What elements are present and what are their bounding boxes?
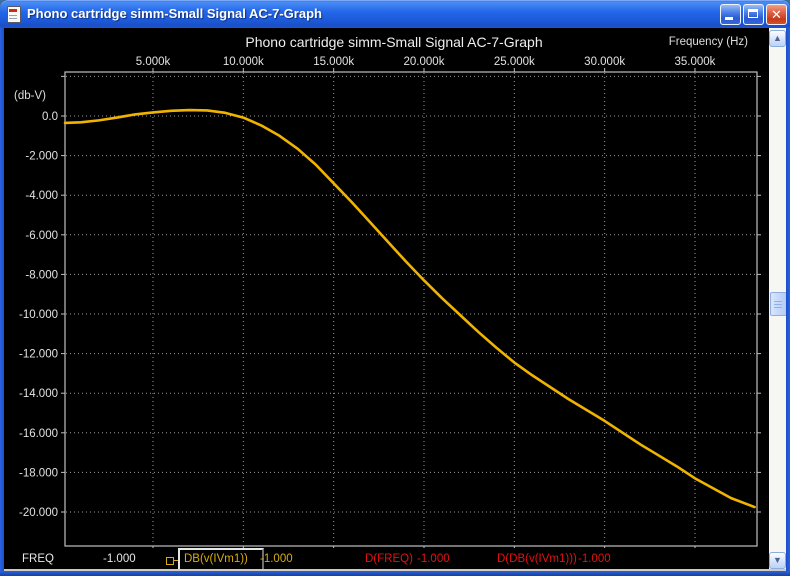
x-axis-label: Frequency (Hz) bbox=[668, 36, 748, 48]
window-title: Phono cartridge simm-Small Signal AC-7-G… bbox=[27, 6, 322, 21]
status-freq-value: -1.000 bbox=[103, 553, 136, 565]
svg-text:-6.000: -6.000 bbox=[25, 230, 58, 242]
minimize-button[interactable] bbox=[720, 4, 741, 25]
svg-text:-12.000: -12.000 bbox=[19, 349, 58, 361]
status-freq-label: FREQ bbox=[22, 553, 54, 565]
status-ddb-label: D(DB(v(IVm1))) bbox=[497, 553, 577, 565]
status-dfreq-value: -1.000 bbox=[417, 553, 450, 565]
svg-text:-20.000: -20.000 bbox=[19, 507, 58, 519]
scroll-down-button[interactable]: ▼ bbox=[769, 552, 786, 569]
svg-text:10.000k: 10.000k bbox=[223, 56, 264, 68]
status-bar: FREQ -1.000 DB(v(IVm1)) -1.000 D(FREQ) -… bbox=[4, 548, 764, 571]
svg-text:-2.000: -2.000 bbox=[25, 151, 58, 163]
svg-text:0.0: 0.0 bbox=[42, 111, 58, 123]
trace-db-v-ivm1-[interactable] bbox=[63, 108, 756, 509]
maximize-button[interactable] bbox=[743, 4, 764, 25]
title-bar[interactable]: Phono cartridge simm-Small Signal AC-7-G… bbox=[0, 0, 790, 28]
svg-text:-8.000: -8.000 bbox=[25, 269, 58, 281]
scroll-down-icon: ▼ bbox=[773, 555, 782, 565]
svg-text:-18.000: -18.000 bbox=[19, 467, 58, 479]
scroll-up-button[interactable]: ▲ bbox=[769, 30, 786, 47]
document-icon-line bbox=[9, 18, 17, 19]
svg-text:20.000k: 20.000k bbox=[404, 56, 445, 68]
svg-text:-4.000: -4.000 bbox=[25, 190, 58, 202]
svg-text:-16.000: -16.000 bbox=[19, 428, 58, 440]
status-ddb-value: -1.000 bbox=[578, 553, 611, 565]
status-trace-label[interactable]: DB(v(IVm1)) bbox=[184, 553, 248, 565]
thumb-grip bbox=[774, 307, 782, 308]
scrollbar-thumb[interactable] bbox=[770, 292, 787, 316]
status-trace-value: -1.000 bbox=[260, 553, 293, 565]
vertical-scrollbar[interactable]: ▲ ▼ bbox=[769, 28, 787, 571]
window-border-right bbox=[786, 28, 790, 576]
minimize-icon bbox=[725, 17, 733, 20]
close-icon: ✕ bbox=[771, 7, 782, 22]
window-border-bottom bbox=[0, 571, 790, 576]
document-icon[interactable] bbox=[6, 6, 22, 23]
y-axis-label: (db-V) bbox=[14, 90, 46, 102]
svg-text:15.000k: 15.000k bbox=[313, 56, 354, 68]
svg-text:-14.000: -14.000 bbox=[19, 388, 58, 400]
svg-text:25.000k: 25.000k bbox=[494, 56, 535, 68]
thumb-grip bbox=[774, 304, 782, 305]
window-border-left bbox=[0, 28, 4, 576]
document-icon-red-mark bbox=[9, 9, 17, 12]
graph-client-area: Phono cartridge simm-Small Signal AC-7-G… bbox=[4, 28, 787, 571]
svg-text:30.000k: 30.000k bbox=[584, 56, 625, 68]
svg-text:5.000k: 5.000k bbox=[136, 56, 171, 68]
scroll-up-icon: ▲ bbox=[773, 33, 782, 43]
maximize-icon bbox=[748, 9, 758, 18]
document-icon-line bbox=[9, 15, 17, 16]
chart-title: Phono cartridge simm-Small Signal AC-7-G… bbox=[245, 34, 543, 50]
thumb-grip bbox=[774, 301, 782, 302]
status-dfreq-label: D(FREQ) bbox=[365, 553, 413, 565]
trace-color-marker-icon bbox=[166, 557, 174, 565]
svg-text:35.000k: 35.000k bbox=[675, 56, 716, 68]
svg-text:-10.000: -10.000 bbox=[19, 309, 58, 321]
window-inner-edge bbox=[4, 569, 786, 571]
close-button[interactable]: ✕ bbox=[766, 4, 787, 25]
